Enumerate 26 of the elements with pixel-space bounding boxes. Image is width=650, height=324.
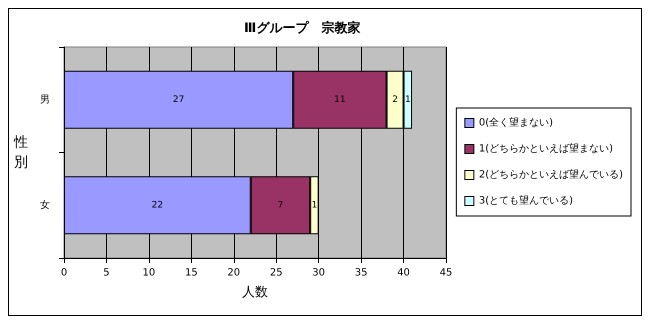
- x-tick-label: 10: [142, 268, 156, 278]
- y-tick-label: 女: [40, 198, 50, 211]
- data-label: 22: [152, 200, 164, 210]
- x-tick-label: 35: [354, 268, 368, 278]
- legend-label: 2(どちらかといえば望んでいる): [478, 168, 624, 180]
- x-tick-label: 25: [270, 268, 283, 278]
- data-label: 2: [392, 94, 398, 105]
- data-label: 1: [404, 94, 411, 105]
- x-tick-label: 0: [60, 268, 68, 278]
- legend-label: 3(とても望んでいる): [478, 194, 574, 206]
- x-tick-label: 5: [103, 268, 110, 278]
- legend-label: 0(全く望まない): [478, 116, 554, 128]
- chart-title: Ⅲグループ 宗教家: [244, 20, 360, 36]
- data-label: 7: [278, 200, 284, 210]
- data-label: 27: [172, 94, 184, 105]
- data-label: 1: [312, 200, 318, 210]
- x-tick-label: 40: [397, 268, 410, 278]
- legend-label: 1(どちらかといえば望まない): [478, 142, 614, 154]
- x-tick-label: 20: [227, 268, 240, 278]
- data-label: 11: [334, 94, 346, 105]
- y-axis-title: 性別: [13, 134, 28, 170]
- x-tick-label: 15: [184, 268, 198, 278]
- x-tick-label: 30: [312, 268, 326, 278]
- y-tick-label: 男: [40, 94, 50, 106]
- x-tick-label: 45: [440, 268, 452, 278]
- x-axis-title: 人数: [242, 285, 268, 300]
